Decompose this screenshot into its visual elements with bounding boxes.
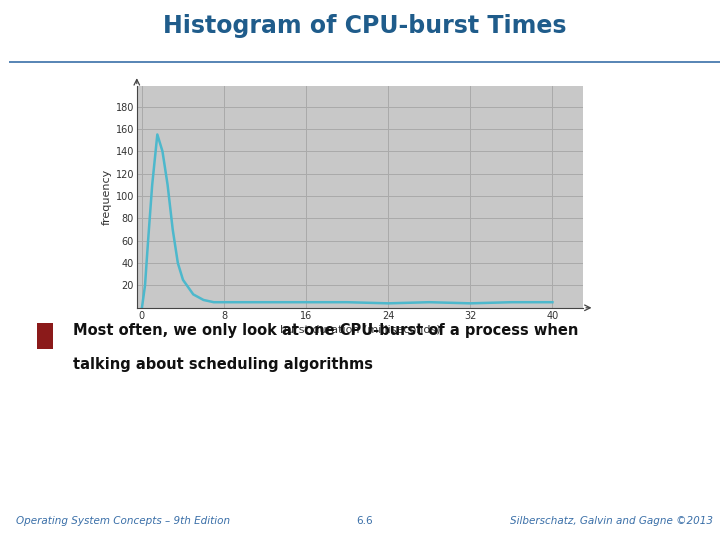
Text: Silberschatz, Galvin and Gagne ©2013: Silberschatz, Galvin and Gagne ©2013: [510, 516, 713, 526]
X-axis label: burst duration (milliseconds): burst duration (milliseconds): [279, 325, 441, 335]
Y-axis label: frequency: frequency: [102, 169, 112, 225]
Text: talking about scheduling algorithms: talking about scheduling algorithms: [73, 357, 373, 372]
Text: Most often, we only look at one CPU-burst of a process when: Most often, we only look at one CPU-burs…: [73, 323, 578, 338]
Text: Operating System Concepts – 9th Edition: Operating System Concepts – 9th Edition: [16, 516, 230, 526]
Text: 6.6: 6.6: [356, 516, 373, 526]
Text: Histogram of CPU-burst Times: Histogram of CPU-burst Times: [163, 14, 566, 38]
Bar: [37, 323, 53, 349]
